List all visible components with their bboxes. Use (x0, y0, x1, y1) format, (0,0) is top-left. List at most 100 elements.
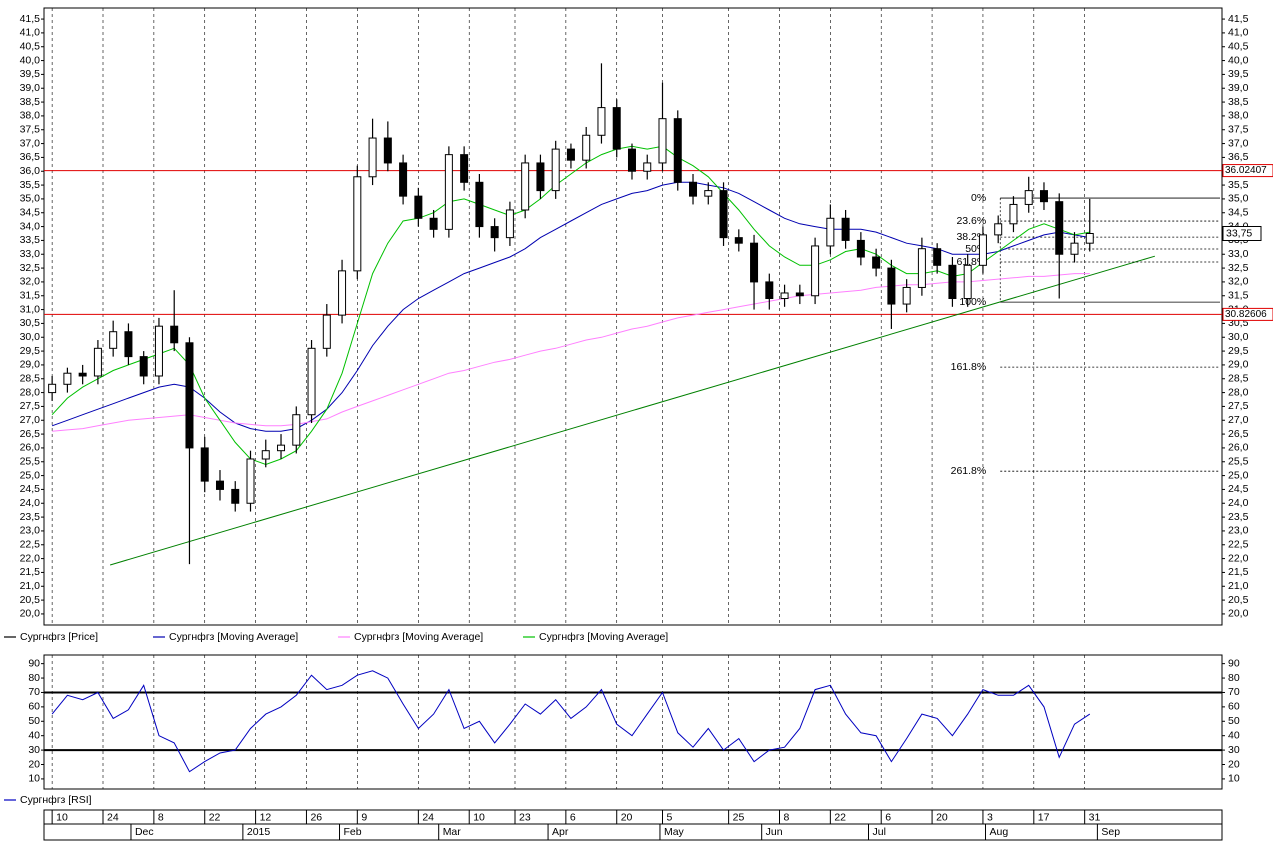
y-tick-label: 21,0 (1228, 580, 1249, 592)
candle-body (231, 488, 240, 504)
candle-body (93, 347, 102, 377)
candle-body (902, 286, 911, 305)
y-tick-label: 25,5 (20, 456, 41, 468)
y-tick-label: 24,0 (20, 497, 41, 509)
x-tick-label: 24 (422, 811, 434, 823)
y-tick-label: 23,5 (20, 511, 41, 523)
candle-body (63, 372, 72, 385)
candle-body (1039, 190, 1048, 203)
candle-body (368, 137, 377, 178)
candle-body (292, 414, 301, 446)
candle-body (1009, 203, 1018, 225)
legend-label: Сургнфгз [Price] (20, 631, 98, 643)
fib-label: 23.6% (956, 215, 986, 227)
rsi-line (51, 670, 1091, 773)
y-tick-label: 28,0 (1228, 386, 1249, 398)
legend-label: Сургнфгз [Moving Average] (539, 631, 668, 643)
candle-body (750, 242, 759, 283)
y-tick-label: 38,0 (20, 110, 41, 122)
y-tick-label: 26,0 (20, 442, 41, 454)
y-tick-label: 25,0 (1228, 469, 1249, 481)
y-tick-label: 22,0 (20, 552, 41, 564)
x-tick-label: 6 (885, 811, 891, 823)
moving-average (51, 145, 1090, 466)
reference-label: 30.82606 (1225, 309, 1267, 320)
candle-body (353, 176, 362, 272)
candle-body (78, 372, 87, 377)
y-tick-label: 20,5 (20, 594, 41, 606)
y-tick-label: 29,5 (1228, 345, 1249, 357)
y-tick-label: 22,0 (1228, 552, 1249, 564)
y-tick-label: 24,0 (1228, 497, 1249, 509)
y-tick-label: 22,5 (20, 539, 41, 551)
candle-body (933, 248, 942, 266)
candle-body (963, 264, 972, 300)
y-tick-label: 37,5 (20, 124, 41, 136)
candle-body (826, 217, 835, 247)
y-tick-label: 40,0 (20, 54, 41, 66)
candle-body (200, 447, 209, 482)
y-tick-label: 10 (28, 773, 40, 785)
candle-body (414, 195, 423, 219)
y-tick-label: 28,0 (20, 386, 41, 398)
candle-body (521, 162, 530, 211)
candle-body (154, 325, 163, 377)
y-tick-label: 35,0 (20, 193, 41, 205)
candle-body (948, 264, 957, 300)
candle-body (170, 325, 179, 344)
fib-label: 161.8% (951, 361, 987, 373)
y-tick-label: 40 (28, 729, 40, 741)
y-tick-label: 21,5 (20, 566, 41, 578)
candle-body (536, 162, 545, 192)
y-tick-label: 41,5 (20, 13, 41, 25)
y-tick-label: 60 (28, 701, 40, 713)
price-panel (43, 7, 1223, 626)
candle-body (1085, 232, 1094, 244)
y-tick-label: 26,5 (1228, 428, 1249, 440)
y-tick-label: 24,5 (1228, 483, 1249, 495)
legend-label: Сургнфгз [RSI] (20, 794, 92, 806)
y-tick-label: 41,0 (1228, 27, 1249, 39)
y-tick-label: 40,5 (1228, 41, 1249, 53)
candle-body (490, 226, 499, 239)
x-tick-label: 20 (936, 811, 948, 823)
y-tick-label: 29,0 (1228, 359, 1249, 371)
x-tick-label: 6 (570, 811, 576, 823)
candle-body (48, 383, 57, 394)
candle-body (383, 137, 392, 164)
candle-body (811, 245, 820, 297)
candle-body (185, 342, 194, 449)
fib-label: 0% (971, 192, 986, 204)
x-tick-label: 25 (733, 811, 745, 823)
y-tick-label: 39,0 (1228, 82, 1249, 94)
x-tick-label: 10 (473, 811, 485, 823)
reference-box (1222, 164, 1273, 178)
candle-body (551, 148, 560, 192)
reference-label: 36.02407 (1225, 165, 1267, 176)
y-tick-label: 41,5 (1228, 13, 1249, 25)
candle-body (597, 107, 606, 136)
y-tick-label: 50 (28, 715, 40, 727)
y-tick-label: 35,0 (1228, 193, 1249, 205)
y-tick-label: 35,5 (20, 179, 41, 191)
candle-body (994, 223, 1003, 236)
candle-body (872, 256, 881, 269)
x-tick-label: 22 (834, 811, 846, 823)
y-tick-label: 25,5 (1228, 456, 1249, 468)
y-tick-label: 26,0 (1228, 442, 1249, 454)
candle-body (215, 480, 224, 490)
y-tick-label: 39,5 (20, 68, 41, 80)
candle-body (627, 148, 636, 172)
date-axis (43, 809, 1223, 841)
y-tick-label: 28,5 (20, 373, 41, 385)
y-tick-label: 38,5 (1228, 96, 1249, 108)
moving-average (52, 273, 1090, 432)
candle-body (246, 458, 255, 504)
y-tick-label: 36,0 (20, 165, 41, 177)
x-tick-label: 5 (667, 811, 673, 823)
candle-body (124, 331, 133, 358)
last-price-box (1222, 225, 1262, 241)
y-tick-label: 21,5 (1228, 566, 1249, 578)
candle-body (765, 281, 774, 300)
